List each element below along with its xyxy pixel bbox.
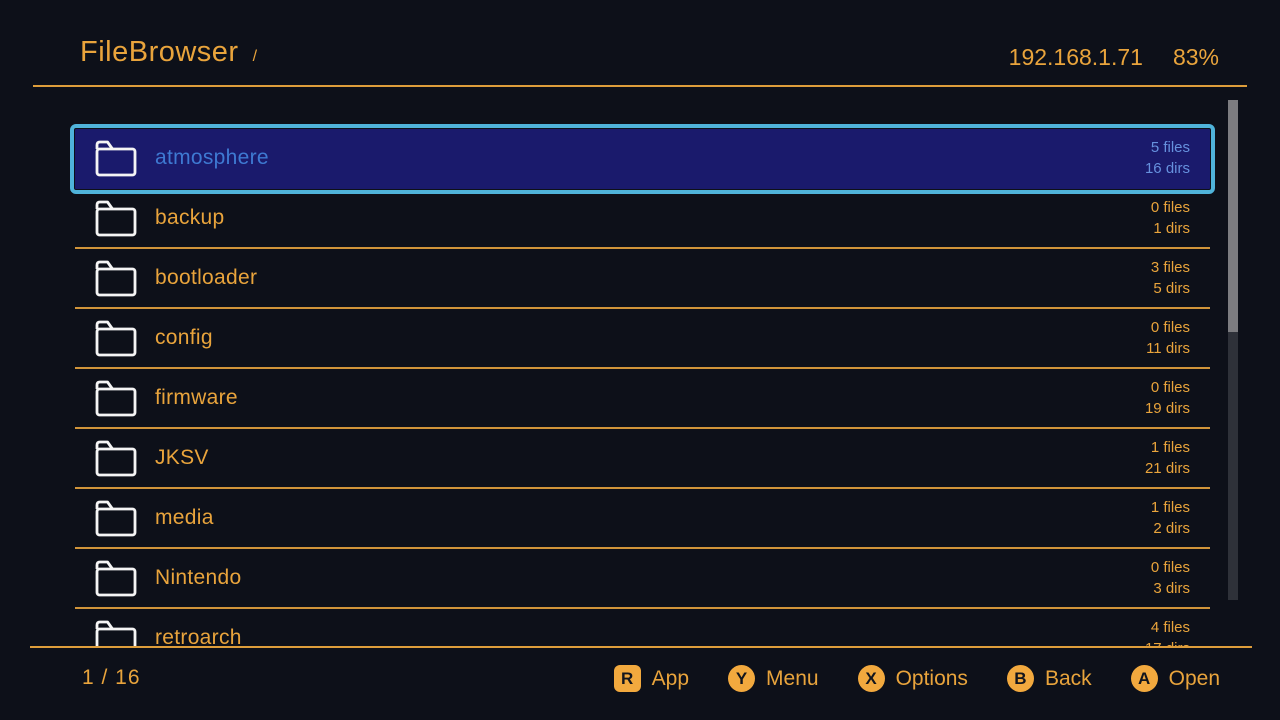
dirs-count: 3 dirs [1153, 580, 1190, 597]
file-list-row-firmware[interactable]: firmware 0 files 19 dirs [75, 369, 1210, 429]
folder-icon [93, 618, 139, 648]
a-button-icon: A [1130, 665, 1158, 692]
dirs-count: 1 dirs [1153, 220, 1190, 237]
hint-open[interactable]: A Open [1130, 665, 1220, 692]
dirs-count: 16 dirs [1144, 160, 1190, 177]
file-list-row-config[interactable]: config 0 files 11 dirs [75, 309, 1210, 369]
battery-percentage: 83% [1172, 44, 1219, 70]
folder-name: JKSV [155, 446, 209, 469]
folder-counts: 3 files 5 dirs [1151, 257, 1190, 299]
folder-name: firmware [155, 386, 238, 409]
header-divider [33, 85, 1247, 87]
folder-counts: 0 files 19 dirs [1145, 377, 1190, 419]
files-count: 0 files [1150, 199, 1190, 216]
hint-label: Options [895, 666, 968, 690]
breadcrumb-path: / [252, 48, 258, 65]
hint-label: Menu [766, 666, 819, 690]
dirs-count: 2 dirs [1153, 520, 1190, 537]
file-list-row-retroarch[interactable]: retroarch 4 files 17 dirs [75, 609, 1210, 648]
file-list-row-bootloader[interactable]: bootloader 3 files 5 dirs [75, 249, 1210, 309]
folder-counts: 0 files 3 dirs [1151, 557, 1190, 599]
folder-icon [93, 258, 139, 298]
header-status: 192.168.1.71 83% [1009, 44, 1219, 71]
hint-back[interactable]: B Back [1006, 665, 1092, 692]
file-list-row-nintendo[interactable]: Nintendo 0 files 3 dirs [75, 549, 1210, 609]
folder-icon [93, 318, 139, 358]
scrollbar-thumb[interactable] [1228, 100, 1238, 332]
folder-counts: 5 files 16 dirs [1145, 137, 1190, 179]
files-count: 3 files [1150, 259, 1190, 276]
file-list-row-media[interactable]: media 1 files 2 dirs [75, 489, 1210, 549]
files-count: 1 files [1150, 439, 1190, 456]
folder-counts: 4 files 17 dirs [1145, 617, 1190, 648]
app-title: FileBrowser [80, 36, 239, 68]
folder-counts: 0 files 11 dirs [1146, 317, 1190, 359]
folder-name: atmosphere [155, 146, 269, 169]
folder-counts: 1 files 21 dirs [1145, 437, 1190, 479]
dirs-count: 11 dirs [1146, 340, 1190, 357]
hint-menu[interactable]: Y Menu [728, 665, 819, 692]
folder-name: bootloader [155, 266, 258, 289]
dirs-count: 5 dirs [1153, 280, 1190, 297]
hint-options[interactable]: X Options [857, 665, 968, 692]
folder-icon [93, 558, 139, 598]
ip-address: 192.168.1.71 [1008, 44, 1143, 70]
files-count: 0 files [1150, 379, 1190, 396]
folder-counts: 1 files 2 dirs [1151, 497, 1190, 539]
file-list-row-backup[interactable]: backup 0 files 1 dirs [75, 189, 1210, 249]
x-button-icon: X [857, 665, 885, 692]
footer-divider [30, 646, 1252, 648]
folder-name: config [155, 326, 213, 349]
dirs-count: 21 dirs [1144, 460, 1190, 477]
file-list-row-atmosphere[interactable]: atmosphere 5 files 16 dirs [70, 124, 1215, 194]
y-button-icon: Y [728, 665, 756, 692]
header: FileBrowser / [80, 36, 257, 69]
files-count: 5 files [1150, 139, 1190, 156]
hint-app[interactable]: R App [613, 665, 690, 692]
files-count: 0 files [1150, 559, 1190, 576]
files-count: 1 files [1150, 499, 1190, 516]
file-list-viewport: atmosphere 5 files 16 dirs backup 0 file… [66, 97, 1216, 648]
folder-icon [93, 498, 139, 538]
folder-name: Nintendo [155, 566, 242, 589]
hint-label: Back [1044, 666, 1092, 690]
hint-label: Open [1168, 666, 1220, 690]
folder-icon [93, 138, 139, 178]
folder-icon [93, 198, 139, 238]
folder-name: retroarch [155, 626, 242, 648]
folder-name: backup [155, 206, 225, 229]
folder-icon [93, 438, 139, 478]
scrollbar-track[interactable] [1228, 100, 1238, 600]
files-count: 0 files [1150, 319, 1190, 336]
file-list-row-jksv[interactable]: JKSV 1 files 21 dirs [75, 429, 1210, 489]
files-count: 4 files [1150, 619, 1190, 636]
hint-label: App [651, 666, 690, 690]
dirs-count: 19 dirs [1144, 400, 1190, 417]
page-indicator: 1 / 16 [82, 666, 141, 689]
folder-counts: 0 files 1 dirs [1151, 197, 1190, 239]
button-hints: R App Y Menu X Options B Back A Open [613, 665, 1220, 692]
r-button-icon: R [613, 665, 641, 692]
folder-name: media [155, 506, 214, 529]
folder-icon [93, 378, 139, 418]
dirs-count: 17 dirs [1145, 638, 1190, 648]
b-button-icon: B [1006, 665, 1034, 692]
